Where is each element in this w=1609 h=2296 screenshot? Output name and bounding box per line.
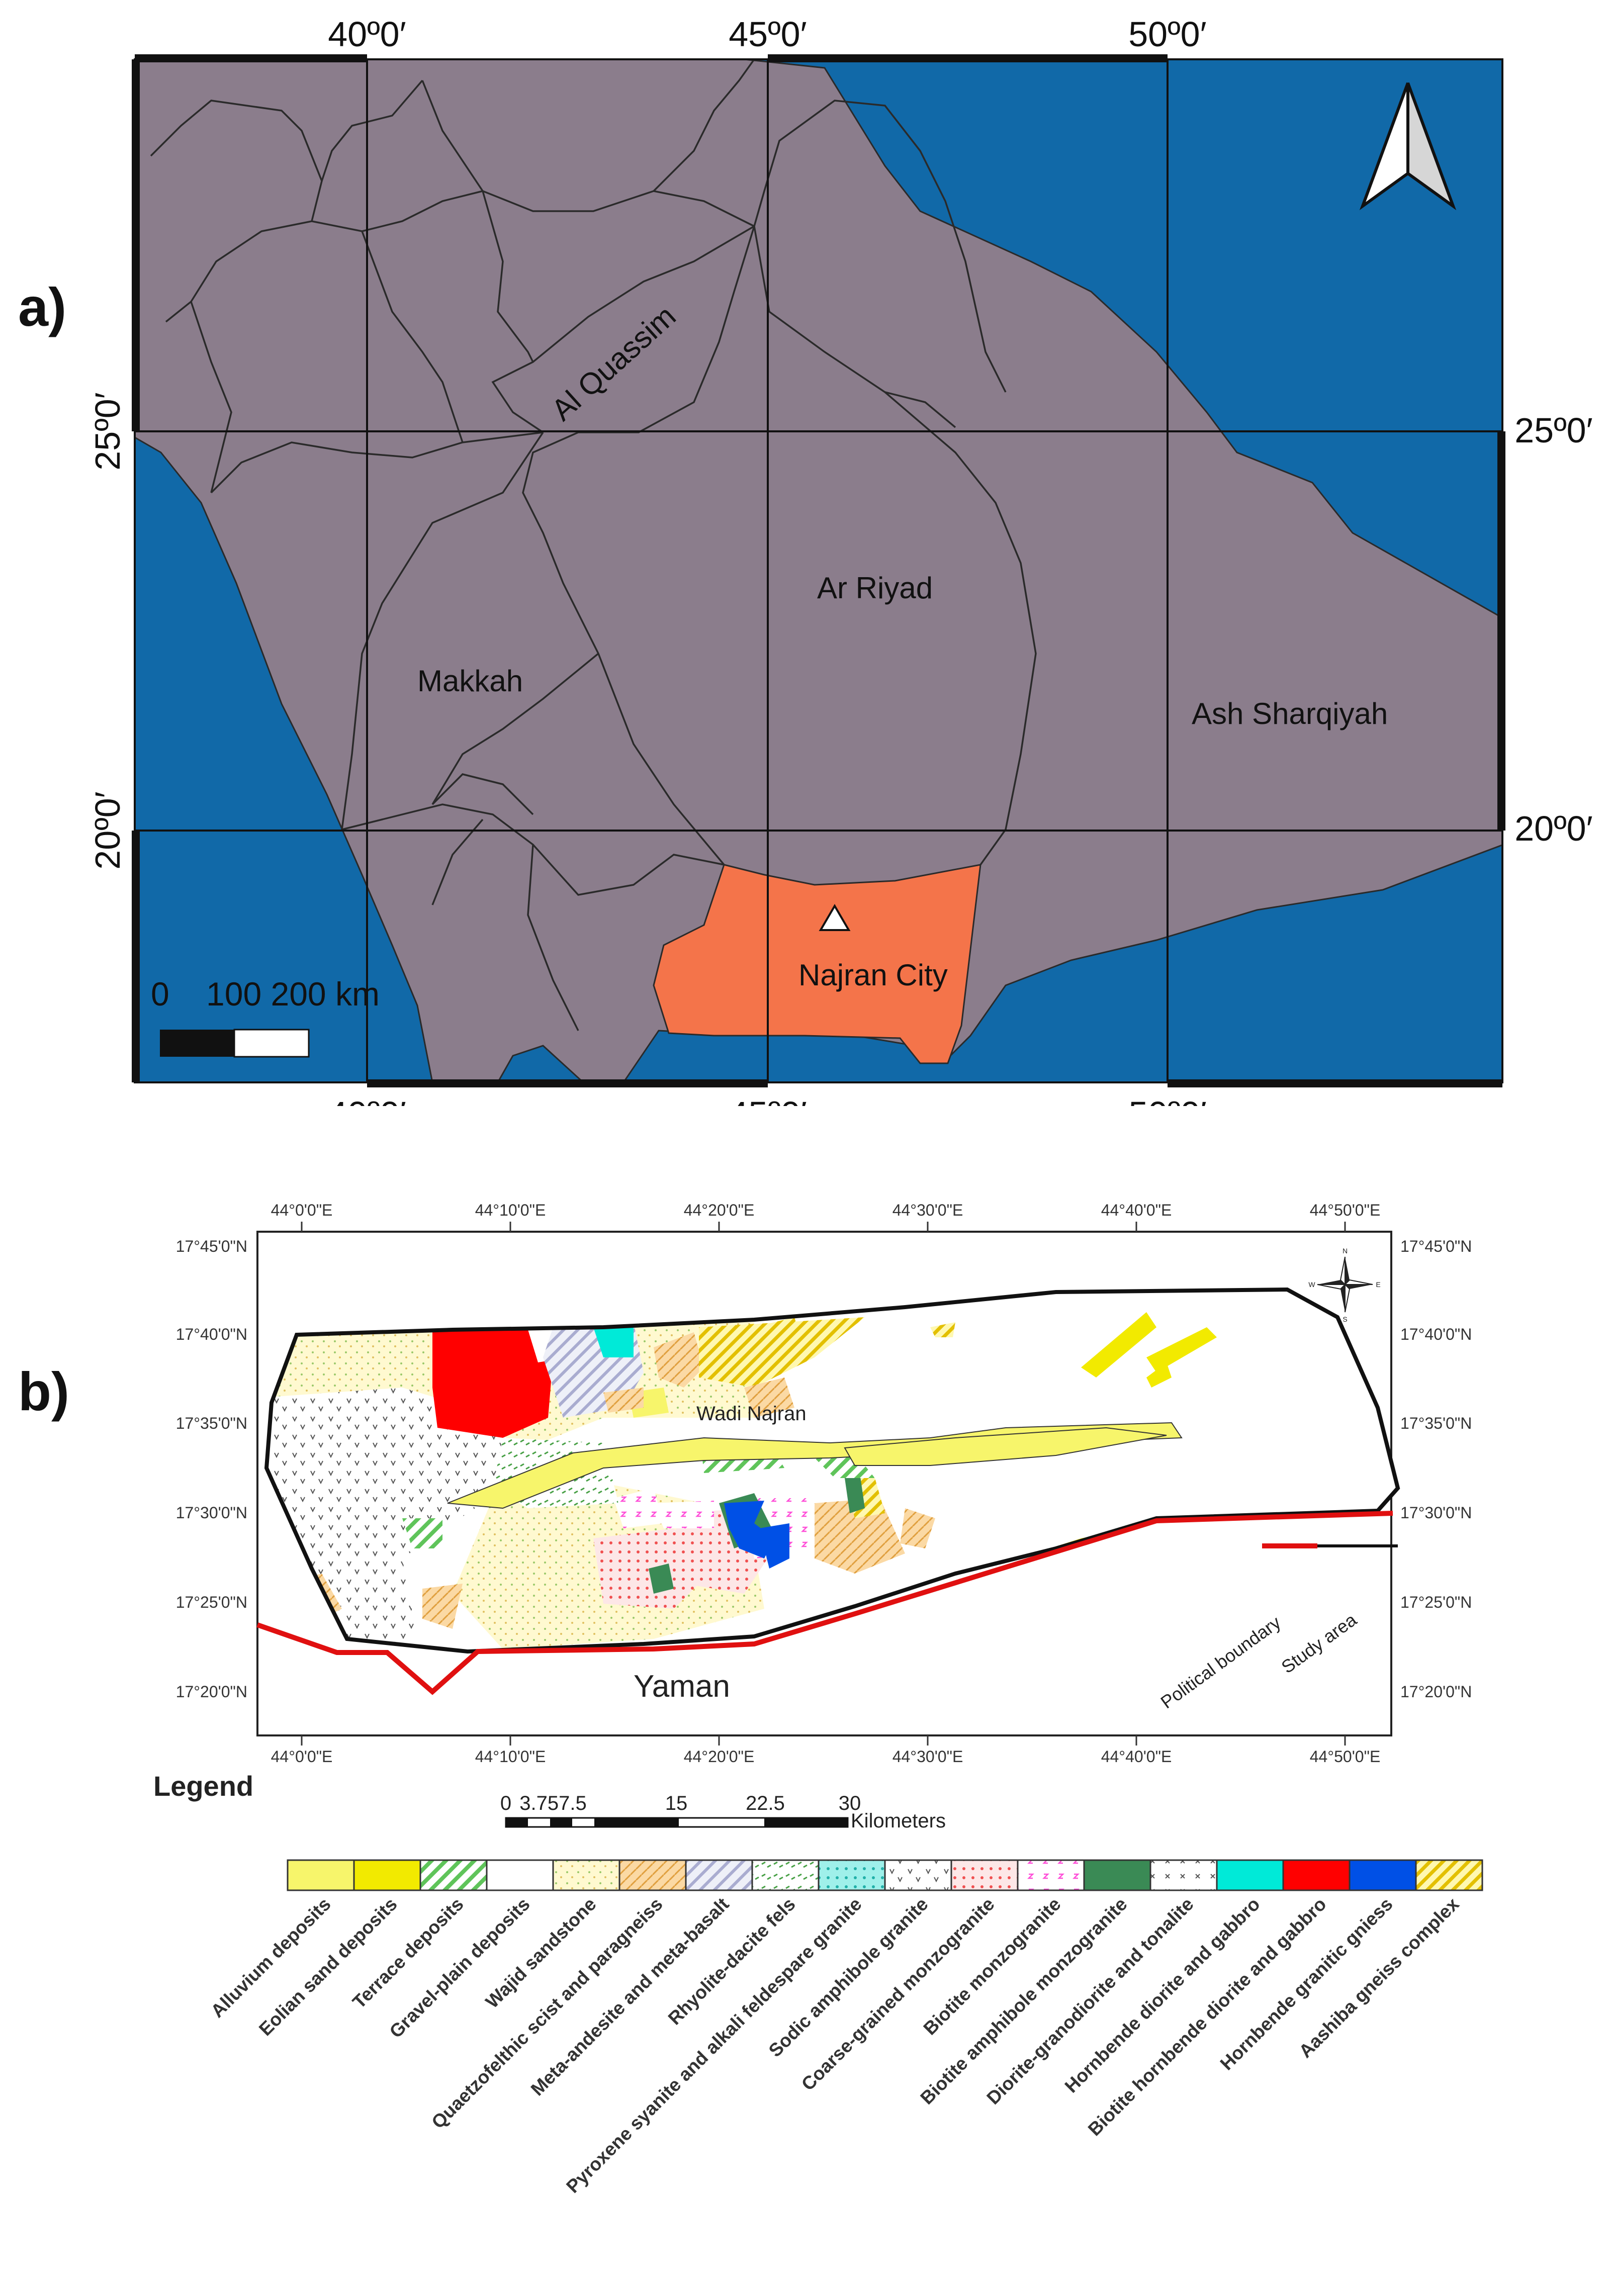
map-a-border-ticks — [132, 54, 1505, 1087]
left-lat-label: 17°20'0"N — [176, 1683, 247, 1701]
map-b-ticks — [301, 1222, 1346, 1746]
top-lon-label: 44°20'0"E — [684, 1201, 755, 1219]
scale-b-tick: 22.5 — [746, 1792, 785, 1814]
legend-swatches — [287, 1859, 1483, 1891]
scale-bar-label: 0 100 200 km — [151, 975, 380, 1013]
graticule — [135, 59, 1502, 1082]
left-lat-label: 17°25'0"N — [176, 1593, 247, 1611]
panel-label-a: a) — [18, 277, 67, 337]
top-lon-label: 44°10'0"E — [475, 1201, 546, 1219]
legend-label: Biotite monzogranite — [919, 1894, 1064, 2039]
bottom-lon-label: 44°50'0"E — [1310, 1748, 1381, 1766]
north-arrow-icon — [1359, 82, 1457, 211]
scale-b-unit: Kilometers — [851, 1810, 946, 1832]
svg-text:N: N — [1343, 1247, 1348, 1255]
right-lat-label: 17°40'0"N — [1400, 1325, 1472, 1343]
legend-label: Quaetzofelthic scist and paragneiss — [427, 1894, 666, 2133]
left-lat-label: 17°45'0"N — [176, 1237, 247, 1255]
political-boundary-line — [256, 1511, 1393, 1695]
right-lat-label: 20º0′ — [1514, 809, 1592, 848]
left-lat-label: 25º0′ — [88, 392, 127, 470]
panel-label-b: b) — [18, 1361, 69, 1422]
najran-city-marker-icon — [819, 904, 851, 931]
yaman-label: Yaman — [634, 1669, 730, 1704]
legend-label: Wajid sandstone — [482, 1894, 600, 2012]
right-lat-label: 17°25'0"N — [1400, 1593, 1472, 1611]
top-lon-label: 44°40'0"E — [1101, 1201, 1172, 1219]
bottom-lon-label: 44°30'0"E — [892, 1748, 963, 1766]
bottom-lon-label: 50º0′ — [1128, 1094, 1206, 1106]
province-boundaries — [150, 59, 1037, 1031]
bottom-lon-label: 44°40'0"E — [1101, 1748, 1172, 1766]
svg-text:W: W — [1308, 1280, 1315, 1289]
right-lat-label: 17°35'0"N — [1400, 1414, 1472, 1432]
top-lon-label: 45º0′ — [729, 15, 807, 54]
top-lon-label: 50º0′ — [1128, 15, 1206, 54]
region-label-ash-sharqiyah: Ash Sharqiyah — [1192, 697, 1388, 730]
right-lat-label: 17°30'0"N — [1400, 1504, 1472, 1522]
top-lon-label: 44°50'0"E — [1310, 1201, 1381, 1219]
compass-rose-icon: N S E W — [1308, 1247, 1380, 1323]
top-lon-label: 44°30'0"E — [892, 1201, 963, 1219]
scale-b-tick: 0 — [500, 1792, 511, 1814]
najran-region — [653, 864, 981, 1064]
map-a-saudi-arabia: 40º0′ 45º0′ 50º0′ 40º0′ 45º0′ 50º0′ 25º0… — [88, 15, 1593, 1106]
bottom-lon-label: 44°10'0"E — [475, 1748, 546, 1766]
bottom-lon-label: 44°20'0"E — [684, 1748, 755, 1766]
left-lat-label: 17°35'0"N — [176, 1414, 247, 1432]
top-lon-label: 44°0'0"E — [271, 1201, 333, 1219]
svg-text:E: E — [1376, 1280, 1380, 1289]
region-label-najran-city: Najran City — [798, 958, 948, 992]
wadi-najran-label: Wadi Najran — [696, 1403, 807, 1425]
scale-bar-b — [505, 1817, 849, 1828]
legend-title: Legend — [153, 1770, 254, 1802]
right-lat-label: 17°45'0"N — [1400, 1237, 1472, 1255]
region-label-makkah: Makkah — [417, 664, 523, 698]
legend-label: Rhyolite-dacite fels — [664, 1894, 799, 2029]
scale-b-tick: 15 — [665, 1792, 688, 1814]
scale-b-tick: 30 — [839, 1792, 861, 1814]
left-lat-label: 17°30'0"N — [176, 1504, 247, 1522]
bottom-lon-label: 44°0'0"E — [271, 1748, 333, 1766]
legend-label: Biotite hornbende diorite and gabbro — [1084, 1894, 1330, 2140]
left-lat-label: 20º0′ — [88, 791, 127, 869]
legend-label: Alluvium deposits — [207, 1894, 334, 2022]
bottom-lon-label: 40º0′ — [328, 1094, 406, 1106]
svg-text:S: S — [1343, 1315, 1347, 1323]
bottom-lon-label: 45º0′ — [729, 1094, 807, 1106]
left-lat-label: 17°40'0"N — [176, 1325, 247, 1343]
scale-b-tick: 3.757.5 — [519, 1792, 586, 1814]
scale-bar — [160, 1029, 310, 1058]
top-lon-label: 40º0′ — [328, 15, 406, 54]
right-lat-label: 25º0′ — [1514, 411, 1592, 450]
legend-label: Terrace deposits — [348, 1894, 467, 2012]
region-label-ar-riyad: Ar Riyad — [817, 571, 933, 605]
right-lat-label: 17°20'0"N — [1400, 1683, 1472, 1701]
